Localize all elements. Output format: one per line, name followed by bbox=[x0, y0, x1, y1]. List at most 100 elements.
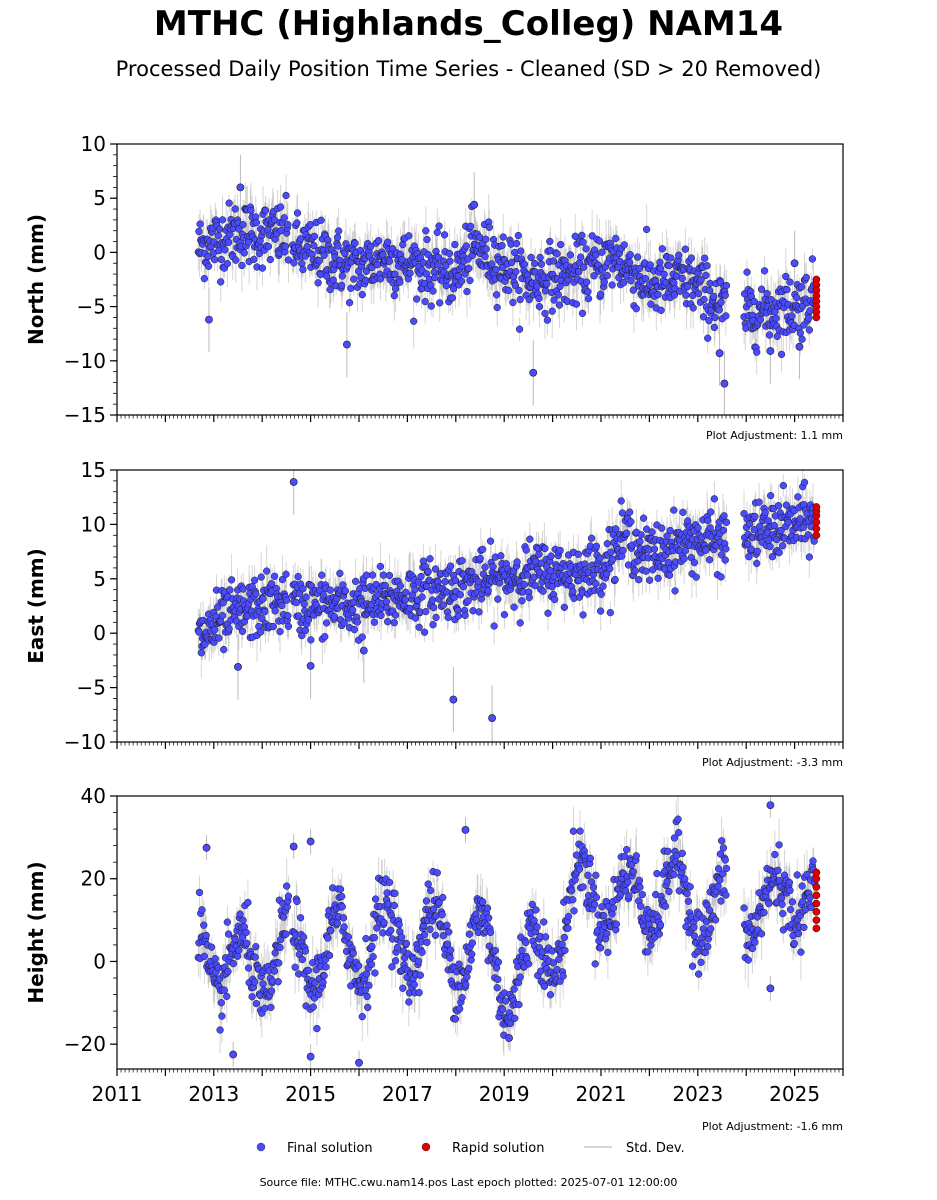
final-point-outlier bbox=[306, 1052, 315, 1061]
final-point bbox=[603, 540, 611, 548]
final-point bbox=[595, 237, 604, 245]
final-point bbox=[656, 258, 664, 266]
final-point bbox=[429, 287, 437, 295]
final-point bbox=[418, 948, 426, 956]
final-point bbox=[462, 981, 470, 989]
final-point bbox=[443, 921, 451, 929]
final-point bbox=[706, 524, 714, 532]
final-point bbox=[411, 585, 419, 594]
final-solution-points-0 bbox=[194, 183, 819, 388]
final-point bbox=[491, 946, 500, 955]
final-point bbox=[683, 889, 691, 898]
final-point bbox=[410, 981, 418, 989]
final-point bbox=[267, 1003, 275, 1012]
final-point bbox=[223, 918, 232, 926]
final-point bbox=[797, 283, 806, 291]
final-point bbox=[541, 287, 550, 295]
final-point bbox=[195, 888, 204, 897]
final-point bbox=[681, 245, 689, 253]
final-point bbox=[584, 294, 593, 303]
final-point bbox=[578, 231, 586, 240]
final-point bbox=[362, 571, 371, 579]
final-point bbox=[806, 894, 814, 902]
final-point bbox=[422, 227, 430, 235]
final-point bbox=[446, 946, 455, 954]
final-point bbox=[512, 239, 521, 248]
final-point bbox=[279, 913, 288, 921]
legend-label: Std. Dev. bbox=[626, 1141, 685, 1156]
final-point bbox=[293, 897, 301, 906]
final-point bbox=[390, 619, 398, 627]
final-point bbox=[358, 290, 366, 299]
final-point bbox=[509, 298, 517, 307]
final-point bbox=[336, 569, 344, 578]
final-point bbox=[518, 946, 526, 955]
final-point bbox=[523, 571, 532, 579]
final-point bbox=[391, 889, 399, 897]
rapid-point bbox=[812, 924, 821, 933]
final-point bbox=[756, 316, 765, 324]
final-point bbox=[278, 575, 287, 584]
final-point-outlier bbox=[306, 661, 315, 670]
final-point bbox=[805, 326, 814, 334]
final-point bbox=[217, 999, 225, 1007]
x-tick-label: 2019 bbox=[479, 1082, 530, 1106]
final-point bbox=[582, 245, 590, 253]
final-point bbox=[690, 932, 699, 940]
final-point-outlier bbox=[202, 843, 211, 852]
y-tick-label: 10 bbox=[81, 132, 106, 156]
final-point bbox=[391, 957, 400, 965]
final-point bbox=[430, 603, 438, 612]
y-tick-label: 0 bbox=[93, 240, 106, 264]
final-point bbox=[391, 285, 400, 293]
final-point bbox=[224, 967, 232, 976]
final-point-outlier bbox=[355, 1058, 363, 1067]
rapid-point bbox=[812, 899, 821, 908]
final-point bbox=[298, 259, 306, 268]
rapid-point bbox=[812, 503, 821, 511]
final-point bbox=[233, 952, 242, 960]
final-point bbox=[556, 546, 564, 555]
final-point bbox=[584, 871, 592, 879]
final-point bbox=[443, 940, 452, 948]
final-point bbox=[592, 251, 600, 259]
final-point bbox=[722, 312, 730, 320]
final-point bbox=[396, 582, 405, 590]
final-point bbox=[574, 550, 582, 558]
y-tick-label: −5 bbox=[77, 295, 106, 319]
final-point bbox=[704, 942, 712, 951]
final-point bbox=[557, 240, 565, 249]
final-point bbox=[744, 540, 752, 548]
final-point bbox=[465, 930, 474, 938]
plot-frame bbox=[116, 469, 844, 743]
final-point bbox=[320, 251, 328, 259]
final-point bbox=[717, 298, 725, 306]
final-point bbox=[510, 985, 518, 993]
final-point bbox=[675, 251, 683, 259]
final-point bbox=[553, 250, 561, 258]
final-point bbox=[722, 545, 730, 553]
final-point bbox=[353, 618, 362, 626]
final-point bbox=[424, 880, 432, 888]
final-point bbox=[753, 547, 761, 555]
final-point bbox=[275, 959, 283, 967]
final-point-outlier bbox=[289, 842, 298, 851]
final-point bbox=[548, 307, 556, 315]
final-point bbox=[761, 508, 769, 517]
final-point bbox=[411, 614, 420, 622]
final-point bbox=[777, 350, 786, 359]
final-point bbox=[779, 909, 787, 918]
final-point bbox=[420, 628, 429, 636]
final-point bbox=[702, 546, 710, 554]
final-point bbox=[405, 998, 413, 1006]
final-point bbox=[415, 988, 423, 997]
final-point bbox=[753, 559, 761, 568]
final-point bbox=[717, 573, 725, 581]
final-point bbox=[370, 933, 379, 942]
final-point bbox=[445, 249, 454, 258]
final-point bbox=[564, 912, 573, 921]
final-point bbox=[717, 551, 726, 559]
final-point bbox=[784, 518, 792, 527]
final-point bbox=[546, 991, 555, 999]
final-point bbox=[499, 233, 507, 241]
